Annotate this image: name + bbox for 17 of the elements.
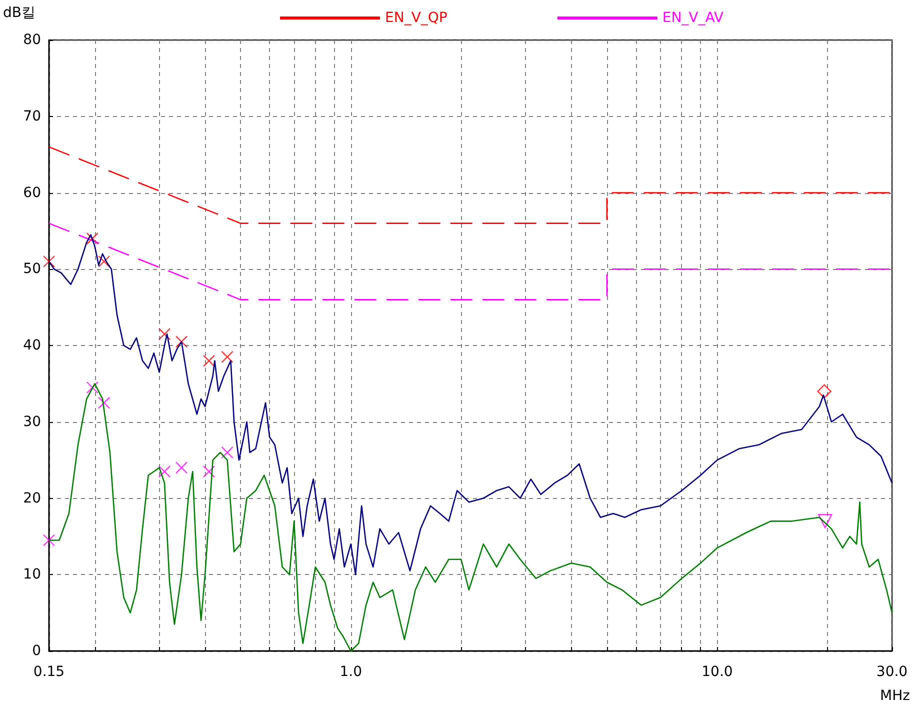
y-tick-label: 80 bbox=[23, 32, 41, 48]
y-tick-label: 60 bbox=[23, 184, 41, 201]
y-tick-label: 70 bbox=[23, 108, 41, 124]
x-tick-label: 30.0 bbox=[876, 664, 908, 680]
y-axis-title: dB킬 bbox=[3, 5, 36, 21]
text: EN_V_QP bbox=[385, 10, 448, 26]
y-tick-label: 20 bbox=[23, 490, 41, 506]
y-tick-label: 30 bbox=[23, 414, 41, 430]
y-tick-label: 10 bbox=[23, 566, 41, 583]
x-axis-title: MHz bbox=[880, 688, 910, 704]
y-tick-label: 40 bbox=[23, 338, 41, 354]
x-tick-label: 1.0 bbox=[340, 664, 362, 680]
x-tick-label: 10.0 bbox=[702, 664, 733, 680]
text: EN_V_AV bbox=[662, 10, 724, 26]
y-tick-label: 0 bbox=[32, 643, 41, 659]
x-tick-label: 0.15 bbox=[33, 664, 65, 680]
y-tick-label: 50 bbox=[23, 261, 41, 278]
